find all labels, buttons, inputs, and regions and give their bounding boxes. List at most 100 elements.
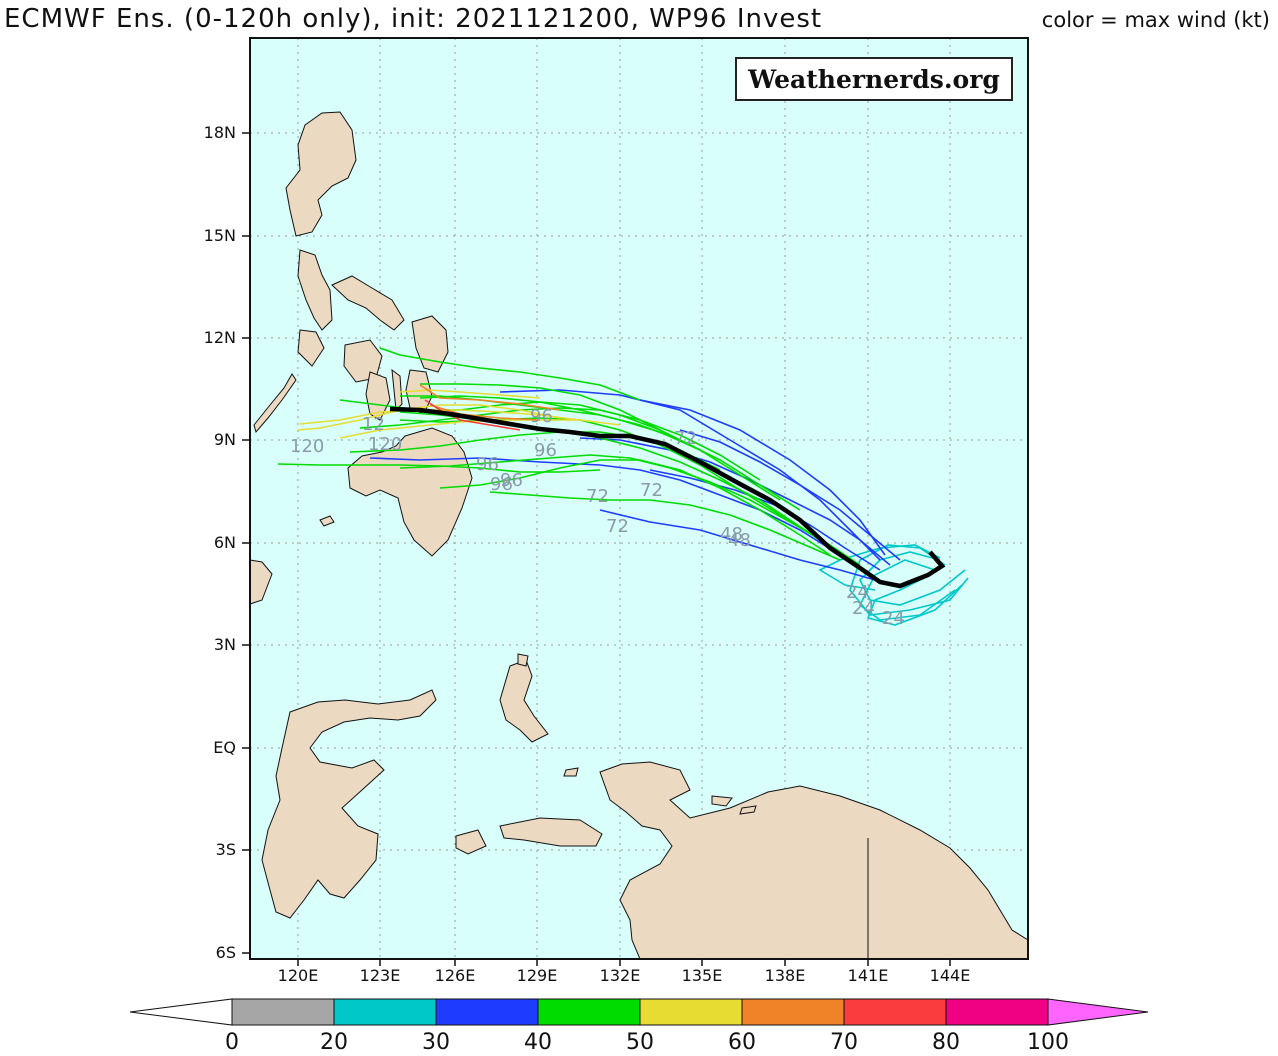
- hour-label: 96: [500, 470, 523, 491]
- track-green-8: [359, 407, 761, 481]
- x-tick-label: 132E: [599, 966, 641, 985]
- hour-label: 24: [852, 598, 875, 619]
- colorbar-label: 100: [1027, 1030, 1069, 1055]
- hour-label: 120: [368, 434, 402, 455]
- sulawesi-island: [261, 689, 437, 919]
- hour-label: 96: [476, 454, 499, 475]
- track-green-7: [419, 395, 781, 501]
- colorbar-label: 60: [728, 1030, 756, 1055]
- colorbar-label: 80: [932, 1030, 960, 1055]
- track-orange-1: [419, 384, 561, 411]
- x-tick-label: 120E: [277, 966, 319, 985]
- hour-label: 24: [846, 582, 869, 603]
- track-cyan-1: [859, 551, 966, 606]
- track-yellow-3: [299, 409, 621, 426]
- y-tick-label: 3S: [215, 840, 236, 859]
- ensemble-mean-track: [389, 406, 946, 589]
- color-legend-note: color = max wind (kt): [1041, 8, 1270, 32]
- track-yellow-1: [297, 404, 561, 431]
- colorbar-segment: [741, 998, 845, 1026]
- bicol-peninsula: [331, 275, 405, 331]
- y-tick-label: 6N: [213, 533, 236, 552]
- track-blue-1: [499, 389, 881, 561]
- land-masses: [249, 111, 1029, 960]
- colorbar-segment: [843, 998, 947, 1026]
- track-yellow-4: [399, 389, 541, 399]
- hour-label: 72: [674, 428, 697, 449]
- yapen-island: [739, 805, 757, 815]
- track-green-4: [489, 491, 841, 561]
- hour-label: 12: [362, 414, 385, 435]
- track-green-12: [379, 347, 641, 401]
- track-blue-4: [599, 509, 876, 581]
- x-tick-label: 129E: [516, 966, 558, 985]
- colorbar-label: 50: [626, 1030, 654, 1055]
- luzon-south: [297, 249, 333, 331]
- halmahera-island: [499, 659, 549, 743]
- colorbar: [129, 998, 1149, 1026]
- x-tick-label: 144E: [929, 966, 971, 985]
- colorbar-left-arrow: [129, 998, 233, 1026]
- colorbar-segment: [333, 998, 437, 1026]
- buru-island: [455, 829, 487, 855]
- obi-island: [563, 767, 579, 777]
- hour-label: 120: [290, 436, 324, 457]
- sulu-islands: [319, 515, 335, 527]
- y-tick-label: 9N: [213, 430, 236, 449]
- hour-label: 96: [534, 440, 557, 461]
- colorbar-label: 20: [320, 1030, 348, 1055]
- track-red-1: [424, 399, 521, 431]
- negros-island: [365, 371, 391, 421]
- y-tick-label: 6S: [215, 943, 236, 962]
- biak-island: [711, 795, 733, 807]
- colorbar-segment: [639, 998, 743, 1026]
- colorbar-label: 30: [422, 1030, 450, 1055]
- y-tick-label: EQ: [213, 738, 236, 757]
- hour-label: 48: [720, 524, 743, 545]
- colorbar-segment: [945, 998, 1049, 1026]
- hour-labels: 24 24 24 48 48 72 72 72 72 96 96 96 96 9…: [290, 406, 905, 629]
- hour-label: 72: [640, 480, 663, 501]
- watermark-logo: Weathernerds.org: [735, 57, 1013, 101]
- cebu-island: [391, 368, 403, 412]
- y-tick-label: 3N: [213, 635, 236, 654]
- track-green-3: [439, 459, 831, 556]
- x-tick-label: 135E: [681, 966, 723, 985]
- y-tick-label: 15N: [203, 226, 236, 245]
- mindoro-island: [297, 329, 325, 367]
- x-tick-label: 126E: [434, 966, 476, 985]
- track-blue-5: [579, 437, 891, 566]
- seram-island: [499, 817, 603, 847]
- track-orange-2: [429, 404, 541, 421]
- morotai-island: [517, 653, 529, 667]
- colorbar-label: 0: [225, 1030, 239, 1055]
- ensemble-tracks: [277, 347, 969, 626]
- colorbar-right-arrow: [1047, 998, 1149, 1026]
- hour-label: 24: [882, 608, 905, 629]
- colorbar-segment: [231, 998, 335, 1026]
- hour-label: 48: [728, 530, 751, 551]
- palawan-island: [253, 373, 297, 434]
- hour-label: 72: [606, 516, 629, 537]
- new-guinea-island: [599, 761, 1029, 960]
- track-blue-7: [679, 429, 901, 561]
- track-blue-3: [369, 457, 871, 576]
- x-tick-label: 141E: [847, 966, 889, 985]
- track-cyan-3: [849, 544, 969, 616]
- chart-title: ECMWF Ens. (0-120h only), init: 20211212…: [4, 4, 823, 34]
- hour-label: 96: [490, 474, 513, 495]
- hour-label: 72: [586, 486, 609, 507]
- x-tick-label: 123E: [359, 966, 401, 985]
- colorbar-segment: [537, 998, 641, 1026]
- tick-marks: [242, 132, 951, 966]
- colorbar-label: 70: [830, 1030, 858, 1055]
- y-tick-label: 18N: [203, 123, 236, 142]
- y-tick-label: 12N: [203, 328, 236, 347]
- map-frame: [249, 37, 1029, 960]
- hour-label: 96: [530, 406, 553, 427]
- colorbar-segment: [435, 998, 539, 1026]
- x-tick-label: 138E: [764, 966, 806, 985]
- track-green-13: [277, 463, 601, 473]
- track-cyan-4: [866, 574, 963, 626]
